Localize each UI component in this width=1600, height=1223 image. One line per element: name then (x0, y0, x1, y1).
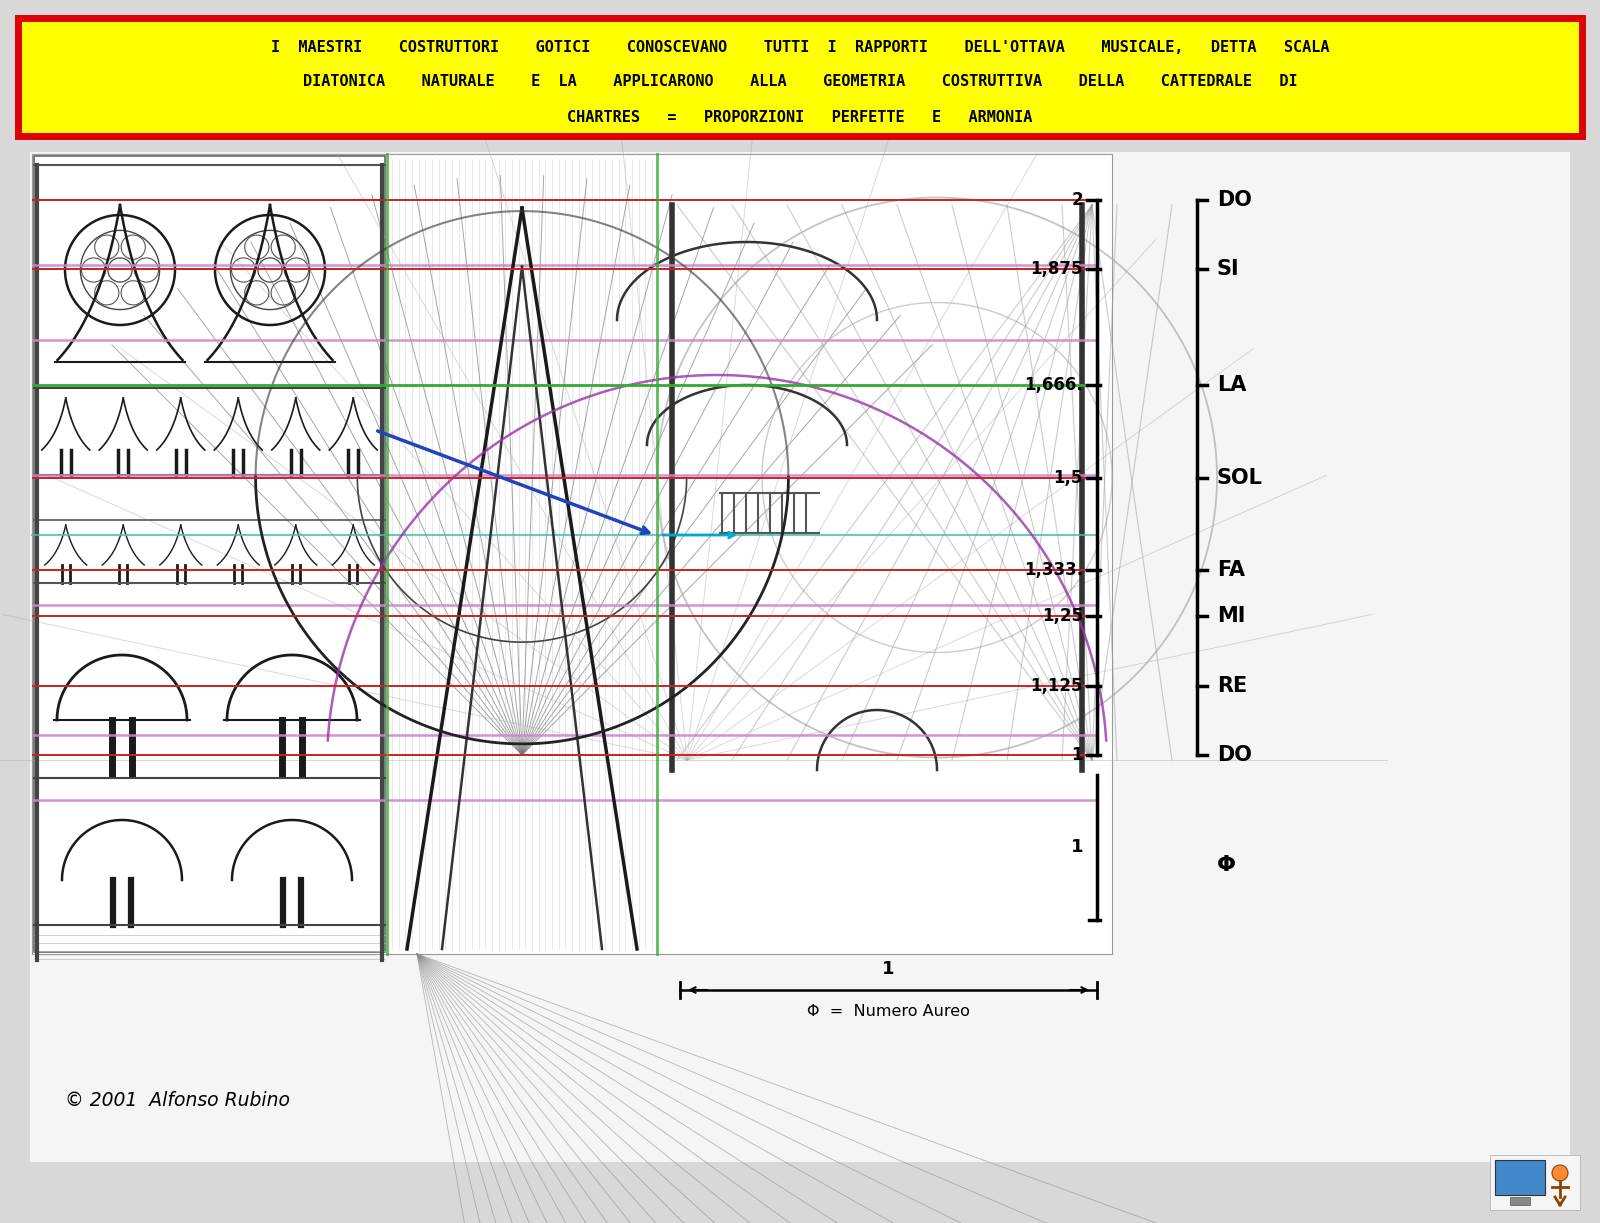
Text: LA: LA (1218, 375, 1246, 395)
Text: DO: DO (1218, 745, 1251, 766)
Bar (32, 154, 1112, 954)
Bar (389, 157, 654, 951)
Text: DIATONICA    NATURALE    E  LA    APPLICARONO    ALLA    GEOMETRIA    COSTRUTTIV: DIATONICA NATURALE E LA APPLICARONO ALLA… (302, 75, 1298, 89)
Text: 1,5: 1,5 (1054, 468, 1083, 487)
Text: 1,875: 1,875 (1030, 260, 1083, 279)
Bar (30, 152, 1570, 1162)
Text: 1: 1 (1072, 746, 1083, 764)
Text: SOL: SOL (1218, 467, 1262, 488)
Bar (658, 157, 1094, 951)
Text: RE: RE (1218, 675, 1248, 696)
Text: 1,125: 1,125 (1030, 676, 1083, 695)
Text: MI: MI (1218, 607, 1245, 626)
Text: 2: 2 (1072, 191, 1083, 209)
Text: DO: DO (1218, 190, 1251, 210)
Bar (34, 157, 386, 951)
Text: CHARTRES   =   PROPORZIONI   PERFETTE   E   ARMONIA: CHARTRES = PROPORZIONI PERFETTE E ARMONI… (568, 110, 1032, 125)
Text: FA: FA (1218, 560, 1245, 580)
Text: 1,25: 1,25 (1042, 608, 1083, 625)
Bar (1494, 1159, 1546, 1195)
Text: I  MAESTRI    COSTRUTTORI    GOTICI    CONOSCEVANO    TUTTI  I  RAPPORTI    DELL: I MAESTRI COSTRUTTORI GOTICI CONOSCEVANO… (270, 39, 1330, 55)
Bar (18, 18, 1582, 136)
Text: 1,666.: 1,666. (1024, 377, 1083, 394)
Bar (1490, 1155, 1581, 1210)
Text: Φ: Φ (1218, 855, 1235, 874)
Text: Φ  =  Numero Aureo: Φ = Numero Aureo (806, 1004, 970, 1019)
Text: SI: SI (1218, 259, 1240, 279)
Bar (1510, 1197, 1530, 1205)
Text: 1: 1 (882, 960, 894, 978)
Circle shape (1552, 1166, 1568, 1181)
Text: © 2001  Alfonso Rubino: © 2001 Alfonso Rubino (66, 1091, 290, 1109)
Text: 1,333.: 1,333. (1024, 561, 1083, 580)
Text: 1: 1 (1070, 839, 1083, 856)
